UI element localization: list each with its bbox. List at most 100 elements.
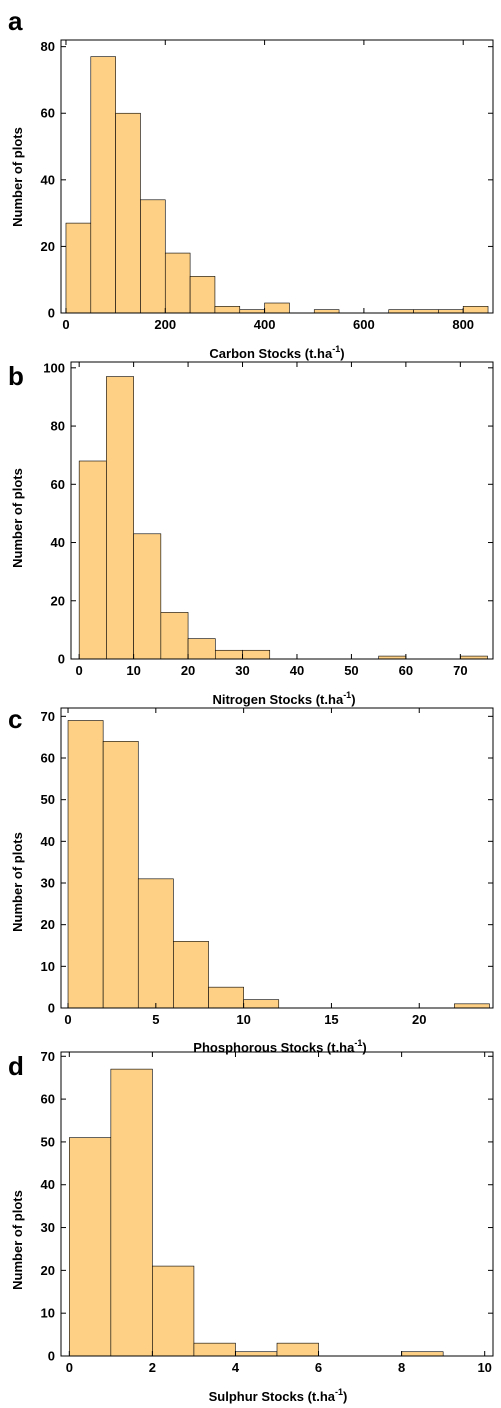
- panel-b-frame: [70, 361, 494, 660]
- panel-a-y-tick-label: 40: [41, 172, 55, 187]
- panel-a-bar-6: [214, 306, 241, 314]
- panel-b-bar-3: [160, 612, 189, 660]
- panel-d-bar-3: [193, 1342, 236, 1357]
- panel-d-y-tick-label: 40: [41, 1177, 55, 1192]
- panel-b-x-tick-label: 0: [76, 663, 83, 678]
- panel-d: d Number of plots Sulphur Stocks (t.ha-1…: [8, 1049, 494, 1404]
- panel-d-bar-6: [401, 1351, 444, 1357]
- panel-c: c Number of plots Phosphorous Stocks (t.…: [8, 704, 494, 1055]
- panel-a-x-tick-label: 600: [353, 317, 375, 332]
- panel-d-bar-0: [69, 1137, 112, 1357]
- panel-b-bar-6: [242, 649, 271, 660]
- panel-a-bar-8: [264, 302, 290, 314]
- panel-a-bar-2: [115, 112, 141, 314]
- panel-c-x-axis-label-close: ): [362, 1040, 366, 1055]
- panel-b-bar-2: [133, 533, 162, 660]
- panel-d-bar-5: [276, 1342, 319, 1357]
- panel-d-bar-4: [235, 1351, 278, 1357]
- panel-d-frame: [60, 1051, 494, 1357]
- panel-a-y-tick-label: 0: [48, 306, 55, 321]
- panel-b-x-tick-label: 50: [344, 663, 358, 678]
- panel-b-bar-5: [214, 649, 243, 660]
- panel-c-bar-2: [137, 878, 174, 1009]
- panel-d-y-tick-label: 10: [41, 1306, 55, 1321]
- panel-b-y-tick-label: 0: [58, 652, 65, 667]
- panel-c-bar-3: [173, 941, 209, 1009]
- panel-b-x-tick-label: 40: [290, 663, 304, 678]
- panel-c-frame: [60, 707, 494, 1009]
- panel-c-x-tick-label: 5: [152, 1012, 159, 1027]
- panel-d-y-tick-label: 30: [41, 1220, 55, 1235]
- panel-a-bar-4: [164, 252, 191, 314]
- panel-c-y-tick-label: 40: [41, 834, 55, 849]
- panel-d-y-tick-label: 0: [48, 1349, 55, 1364]
- panel-d-bar-1: [110, 1068, 153, 1357]
- panel-b-bar-0: [78, 460, 107, 660]
- panel-a-x-tick-label: 800: [452, 317, 474, 332]
- panel-a-bar-5: [189, 276, 216, 314]
- panel-a-y-tick-label: 60: [41, 106, 55, 121]
- panel-c-bar-1: [102, 741, 139, 1009]
- panel-a-x-tick-label: 400: [254, 317, 276, 332]
- panel-c-bar-6: [454, 1003, 490, 1009]
- panel-d-plot-area: 0 2 4 6 8 10 0 10 20 30 40 50 60 70: [41, 1049, 494, 1375]
- panel-b-x-axis-label-main: Nitrogen Stocks (t.ha: [212, 692, 344, 707]
- panel-a-y-axis-label: Number of plots: [10, 127, 25, 227]
- panel-c-bar-4: [208, 986, 244, 1009]
- panel-b-x-tick-label: 20: [181, 663, 195, 678]
- panel-d-y-tick-label: 70: [41, 1049, 55, 1064]
- panel-c-x-axis-label-main: Phosphorous Stocks (t.ha: [193, 1040, 355, 1055]
- panel-b-y-tick-label: 40: [51, 535, 65, 550]
- panel-c-y-tick-label: 70: [41, 709, 55, 724]
- panel-a-frame: [60, 39, 494, 314]
- panel-a-y-tick-label: 80: [41, 39, 55, 54]
- panel-b-x-tick-label: 10: [126, 663, 140, 678]
- panel-a-bar-1: [90, 56, 116, 314]
- panel-d-y-tick-label: 50: [41, 1134, 55, 1149]
- panel-c-y-axis-label: Number of plots: [10, 832, 25, 932]
- panel-c-plot-area: 0 5 10 15 20 0 10 20 30 40 50 60 70: [41, 707, 494, 1027]
- panel-c-y-tick-label: 10: [41, 959, 55, 974]
- panel-d-letter: d: [8, 1051, 24, 1081]
- panel-a-letter: a: [8, 6, 23, 36]
- panel-b: b Number of plots Nitrogen Stocks (t.ha-…: [8, 360, 494, 707]
- panel-d-x-axis-label: Sulphur Stocks (t.ha-1): [209, 1387, 348, 1404]
- panel-b-x-axis-label: Nitrogen Stocks (t.ha-1): [212, 690, 355, 707]
- panel-a-bar-3: [140, 199, 166, 314]
- panel-a-bar-13: [462, 306, 489, 314]
- panel-a-y-tick-label: 20: [41, 239, 55, 254]
- panel-b-y-axis-label: Number of plots: [10, 468, 25, 568]
- panel-d-x-axis-label-main: Sulphur Stocks (t.ha: [209, 1389, 336, 1404]
- panel-b-y-tick-label: 80: [51, 419, 65, 434]
- panel-b-letter: b: [8, 361, 24, 391]
- panel-d-y-tick-label: 60: [41, 1092, 55, 1107]
- panel-d-x-tick-label: 8: [398, 1360, 405, 1375]
- panel-d-x-tick-label: 0: [66, 1360, 73, 1375]
- panel-b-x-axis-label-sup: -1: [343, 690, 351, 700]
- panel-c-y-tick-label: 20: [41, 917, 55, 932]
- panel-a-x-tick-label: 200: [154, 317, 176, 332]
- panel-b-plot-area: 0 10 20 30 40 50 60 70 0 20 40 60 80 100: [43, 360, 494, 678]
- panel-c-bar-5: [243, 999, 280, 1009]
- panel-d-x-axis-label-close: ): [343, 1389, 347, 1404]
- panel-c-y-tick-label: 0: [48, 1001, 55, 1016]
- panel-b-x-tick-label: 60: [399, 663, 413, 678]
- panel-a-x-axis-label-main: Carbon Stocks (t.ha: [209, 346, 333, 361]
- panel-b-y-tick-label: 100: [43, 360, 65, 375]
- panel-a-plot-area: 0 200 400 600 800 0 20 40 60 80: [41, 39, 494, 332]
- panel-d-y-axis-label: Number of plots: [10, 1190, 25, 1290]
- panel-b-x-tick-label: 70: [453, 663, 467, 678]
- panel-b-bar-1: [106, 376, 134, 660]
- panel-a-bar-0: [65, 222, 92, 314]
- panel-a: a Number of plots Carbon Stocks (t.ha-1)…: [8, 6, 494, 361]
- panel-c-letter: c: [8, 704, 22, 734]
- panel-c-x-axis-label: Phosphorous Stocks (t.ha-1): [193, 1038, 366, 1055]
- panel-b-x-tick-label: 30: [235, 663, 249, 678]
- panel-c-x-tick-label: 15: [324, 1012, 338, 1027]
- panel-c-y-tick-label: 30: [41, 876, 55, 891]
- panel-d-x-tick-label: 6: [315, 1360, 322, 1375]
- panel-b-bar-4: [187, 638, 216, 660]
- panel-c-x-tick-label: 10: [236, 1012, 250, 1027]
- panel-d-bar-2: [152, 1265, 195, 1357]
